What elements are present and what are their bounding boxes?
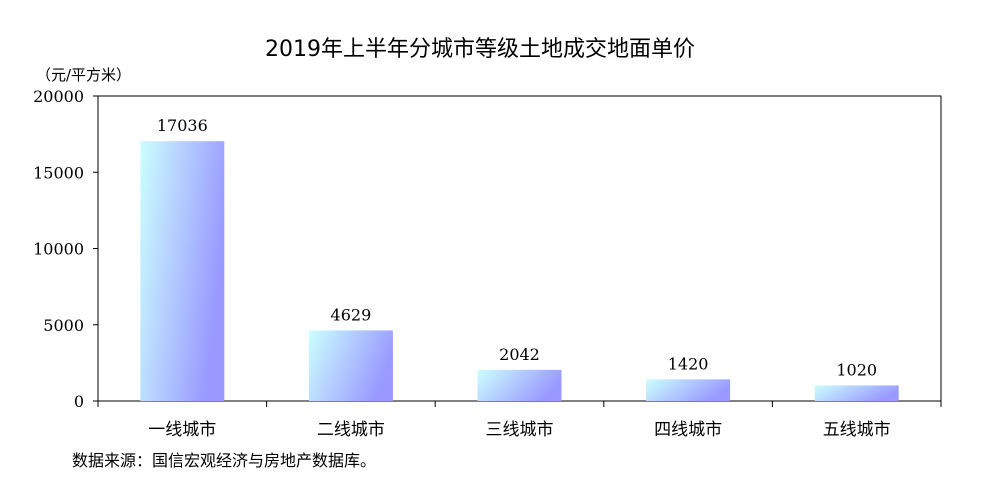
y-tick-label: 0: [74, 392, 84, 411]
x-category-label: 四线城市: [654, 420, 722, 440]
x-category-label: 三线城市: [486, 420, 554, 440]
bar: [140, 141, 225, 402]
bar: [646, 379, 731, 401]
source-note: 数据来源：国信宏观经济与房地产数据库。: [72, 451, 376, 470]
data-labels: 17036 4629 2042 1420 1020: [157, 116, 877, 379]
x-category-label: 五线城市: [823, 420, 891, 440]
x-category-label: 二线城市: [317, 420, 385, 440]
chart-title: 2019年上半年分城市等级土地成交地面单价: [265, 37, 695, 62]
y-tick-label: 10000: [33, 240, 84, 259]
bars: [140, 141, 899, 402]
x-category-label: 一线城市: [148, 420, 216, 440]
bar-value-label: 1420: [668, 354, 709, 373]
bar-value-label: 1020: [836, 360, 877, 379]
y-tick-label: 15000: [33, 163, 84, 182]
bar-value-label: 2042: [499, 345, 540, 364]
y-tick-label: 20000: [33, 87, 84, 106]
y-axis-unit-label: （元/平方米）: [36, 66, 131, 84]
bar-value-label: 17036: [157, 116, 208, 135]
bar: [814, 385, 899, 401]
x-axis: 一线城市 二线城市 三线城市 四线城市 五线城市: [97, 401, 942, 440]
bar-value-label: 4629: [331, 305, 372, 324]
bar: [477, 369, 562, 401]
y-axis: 0 5000 10000 15000 20000: [33, 87, 98, 411]
y-tick-label: 5000: [43, 316, 84, 335]
bar: [308, 330, 393, 401]
